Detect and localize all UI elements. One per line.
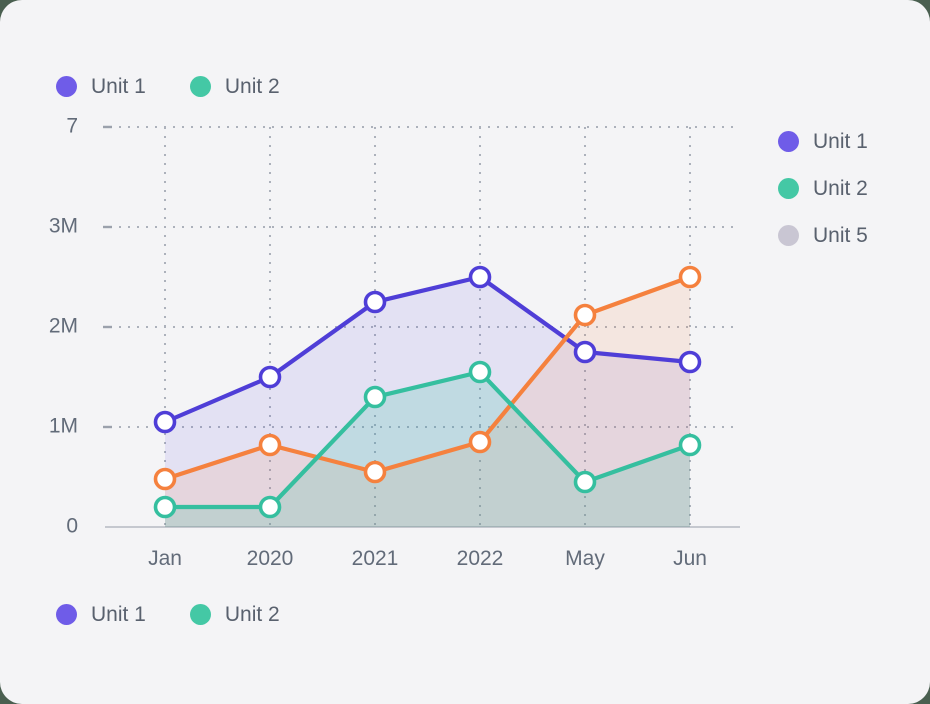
legend-item-unit-1[interactable]: Unit 1 (778, 131, 868, 152)
legend-item-label: Unit 2 (224, 603, 280, 626)
series-color-dot (56, 76, 77, 97)
legend-item-unit-2[interactable]: Unit 2 (189, 603, 280, 626)
legend-item-label: Unit 1 (91, 603, 146, 626)
data-point-unit-5-2022[interactable] (468, 430, 492, 454)
data-point-unit-2-2022[interactable] (468, 360, 492, 384)
legend-item-unit-1[interactable]: Unit 1 (56, 76, 146, 97)
legend-top: Unit 1 Unit 2 (56, 76, 280, 97)
series-line-unit-5 (162, 274, 693, 482)
data-point-unit-5-jun[interactable] (678, 265, 702, 289)
y-tick-label: 1M (48, 414, 78, 438)
y-tick-label: 3M (48, 214, 78, 238)
data-point-unit-2-jan[interactable] (153, 495, 177, 519)
data-point-unit-1-may[interactable] (573, 340, 597, 364)
legend-item-label: Unit 2 (224, 75, 280, 98)
series-line-unit-1 (162, 274, 693, 425)
legend-item-unit-5[interactable]: Unit 5 (778, 225, 868, 246)
data-point-unit-2-may[interactable] (573, 470, 597, 494)
series-area-unit-2 (165, 372, 690, 527)
data-point-unit-2-2021[interactable] (363, 385, 387, 409)
x-tick-label: 2020 (246, 547, 294, 570)
series-color-dot (778, 131, 799, 152)
legend-item-label: Unit 1 (813, 130, 868, 153)
legend-item-label: Unit 2 (813, 177, 868, 200)
legend-item-unit-1[interactable]: Unit 1 (56, 604, 146, 625)
x-tick-label: Jan (148, 547, 182, 570)
x-tick-label: May (565, 547, 605, 570)
series-color-dot (778, 178, 799, 199)
legend-bottom: Unit 1 Unit 2 (56, 604, 280, 625)
data-point-unit-1-2021[interactable] (363, 290, 387, 314)
series-area-unit-1 (165, 277, 690, 527)
data-point-unit-5-2020[interactable] (258, 433, 282, 457)
data-point-unit-1-jan[interactable] (153, 410, 177, 434)
data-point-unit-5-jan[interactable] (153, 467, 177, 491)
data-point-unit-1-2020[interactable] (258, 365, 282, 389)
legend-item-label: Unit 1 (91, 75, 146, 98)
x-tick-label: 2021 (351, 547, 399, 570)
series-color-dot (778, 225, 799, 246)
data-point-unit-2-jun[interactable] (678, 433, 702, 457)
data-point-unit-1-jun[interactable] (678, 350, 702, 374)
y-tick-label: 7 (66, 114, 78, 138)
x-tick-label: 2022 (456, 547, 504, 570)
y-tick-label: 0 (66, 514, 78, 538)
series-color-dot (189, 604, 211, 625)
series-area-unit-5 (165, 277, 690, 527)
series-color-dot (56, 604, 77, 625)
legend-right: Unit 1 Unit 2 Unit 5 (778, 131, 868, 246)
legend-item-unit-2[interactable]: Unit 2 (778, 178, 868, 199)
x-tick-label: Jun (673, 547, 707, 570)
series-color-dot (189, 76, 211, 97)
data-point-unit-2-2020[interactable] (258, 495, 282, 519)
data-point-unit-5-may[interactable] (573, 303, 597, 327)
data-point-unit-1-2022[interactable] (468, 265, 492, 289)
y-tick-label: 2M (48, 314, 78, 338)
data-point-unit-5-2021[interactable] (363, 460, 387, 484)
legend-item-unit-2[interactable]: Unit 2 (189, 75, 280, 98)
legend-item-label: Unit 5 (813, 224, 868, 247)
series-line-unit-2 (162, 369, 693, 510)
